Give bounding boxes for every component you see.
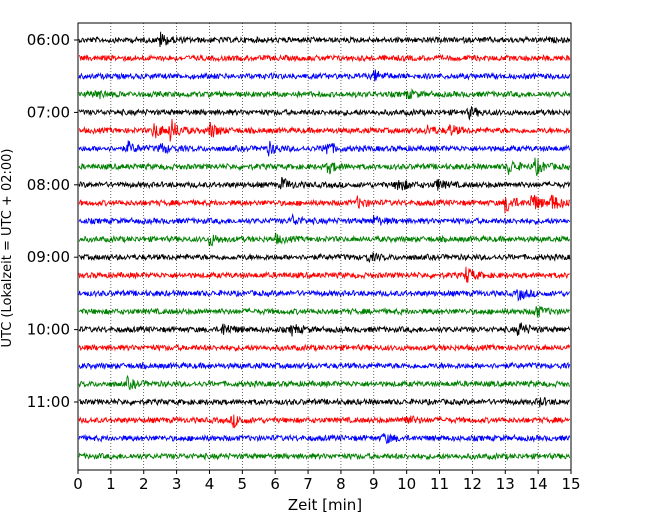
x-tick-label: 10	[397, 475, 416, 493]
trace-1130	[78, 433, 571, 445]
trace-0930	[78, 289, 571, 302]
y-tick-label: 09:00	[27, 248, 70, 266]
trace-0700	[78, 106, 571, 121]
trace-0915	[78, 266, 571, 283]
y-tick-label: 11:00	[27, 393, 70, 411]
x-tick-label: 2	[139, 475, 149, 493]
x-tick-label: 9	[369, 475, 379, 493]
x-tick-label: 3	[172, 475, 182, 493]
trace-0730	[78, 140, 571, 157]
x-tick-label: 12	[463, 475, 482, 493]
trace-1045	[78, 374, 571, 391]
trace-1115	[78, 414, 571, 429]
plot-frame	[77, 22, 572, 471]
trace-0815	[78, 194, 571, 214]
trace-0900	[78, 251, 571, 263]
x-tick-label: 6	[270, 475, 280, 493]
trace-0645	[78, 88, 571, 100]
y-tick-label: 07:00	[27, 103, 70, 121]
trace-0715	[78, 118, 571, 142]
x-axis-label: Zeit [min]	[288, 496, 362, 514]
trace-0600	[78, 31, 571, 48]
x-tick-label: 8	[336, 475, 346, 493]
x-axis-ticks: 0 1 2 3 4 5 6 7 8 9 10 11 12 13 14 15	[73, 470, 581, 493]
trace-0630	[78, 69, 571, 82]
trace-0745	[78, 157, 571, 176]
trace-1000	[78, 322, 571, 337]
x-tick-label: 4	[205, 475, 215, 493]
x-tick-label: 1	[106, 475, 116, 493]
trace-1030	[78, 361, 571, 371]
trace-0615	[78, 53, 571, 63]
y-tick-label: 10:00	[27, 321, 70, 339]
traces-layer	[78, 31, 571, 461]
trace-1145	[78, 451, 571, 461]
x-tick-label: 5	[238, 475, 248, 493]
x-tick-label: 13	[496, 475, 515, 493]
grid-layer	[110, 23, 539, 470]
x-tick-label: 14	[529, 475, 548, 493]
trace-0830	[78, 213, 571, 226]
x-tick-label: 7	[303, 475, 313, 493]
trace-0845	[78, 232, 571, 247]
y-tick-label: 06:00	[27, 31, 70, 49]
y-tick-label: 08:00	[27, 176, 70, 194]
trace-0945	[78, 306, 571, 318]
trace-1015	[78, 342, 571, 353]
trace-0800	[78, 176, 571, 191]
x-tick-label: 15	[561, 475, 580, 493]
x-tick-label: 11	[430, 475, 449, 493]
trace-1100	[78, 396, 570, 408]
y-axis-label: UTC (Lokalzeit = UTC + 02:00)	[0, 149, 15, 348]
y-axis-ticks: 06:00 07:00 08:00 09:00 10:00 11:00	[27, 31, 78, 411]
x-tick-label: 0	[73, 475, 83, 493]
